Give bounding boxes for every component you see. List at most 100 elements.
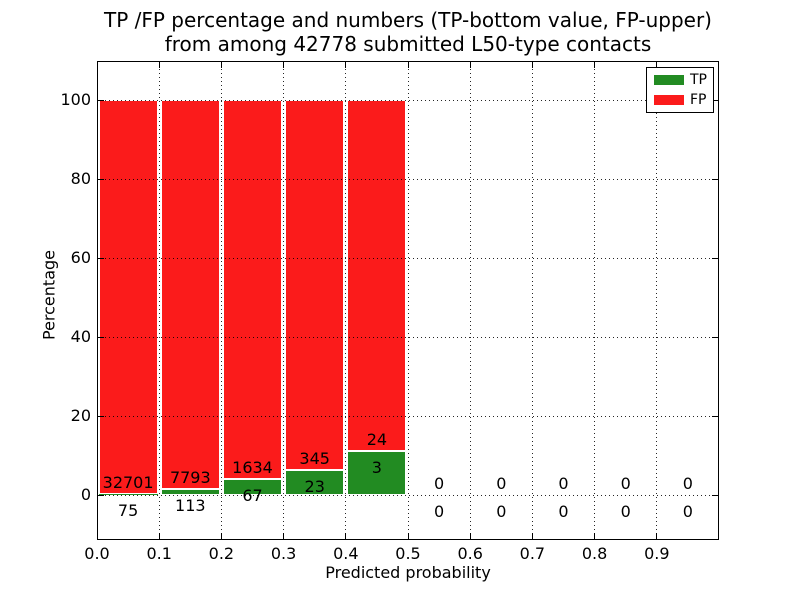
- x-tick-mark: [656, 533, 658, 540]
- bar-segment-fp: [98, 100, 158, 495]
- gridline-horizontal: [97, 99, 719, 101]
- x-tick-mark: [469, 61, 471, 68]
- y-tick-label: 60: [70, 248, 91, 267]
- x-tick-label: 0.7: [519, 544, 546, 563]
- gridline-vertical: [594, 61, 596, 540]
- y-tick-mark: [97, 178, 104, 180]
- tp-count-label: 0: [434, 502, 445, 521]
- y-tick-mark: [97, 336, 104, 338]
- x-tick-mark: [531, 533, 533, 540]
- y-tick-mark: [712, 336, 719, 338]
- legend-label-fp: FP: [690, 91, 707, 108]
- x-tick-label: 0.8: [581, 544, 608, 563]
- y-tick-label: 80: [70, 169, 91, 188]
- bar-segment-tp: [285, 470, 345, 495]
- x-tick-label: 0.5: [395, 544, 421, 563]
- y-tick-label: 0: [80, 485, 91, 504]
- x-tick-mark: [531, 61, 533, 68]
- x-tick-mark: [407, 533, 409, 540]
- x-tick-mark: [158, 61, 160, 68]
- x-tick-mark: [407, 61, 409, 68]
- x-tick-mark: [469, 533, 471, 540]
- bar-segment-tp: [347, 451, 407, 495]
- gridline-vertical: [345, 61, 347, 540]
- y-tick-mark: [97, 257, 104, 259]
- x-tick-mark: [96, 61, 98, 68]
- fp-count-label: 0: [496, 474, 507, 493]
- y-tick-label: 20: [70, 406, 91, 425]
- x-tick-mark: [656, 61, 658, 68]
- fp-count-label: 0: [682, 474, 693, 493]
- gridline-horizontal: [97, 178, 719, 180]
- legend-swatch-tp-icon: [654, 75, 684, 86]
- fp-count-label: 24: [366, 430, 388, 450]
- tp-count-label: 75: [117, 501, 139, 521]
- y-tick-mark: [97, 494, 104, 496]
- bar-segment-tp: [222, 479, 283, 495]
- x-tick-mark: [220, 61, 222, 68]
- tp-count-label: 0: [496, 502, 507, 521]
- gridline-horizontal: [97, 336, 719, 338]
- x-tick-label: 0.1: [146, 544, 172, 563]
- legend-label-tp: TP: [690, 72, 707, 89]
- gridline-vertical: [158, 61, 160, 540]
- x-tick-mark: [96, 533, 98, 540]
- bar-segment-fp: [160, 100, 220, 490]
- x-tick-label: 0.9: [644, 544, 670, 563]
- x-tick-label: 0.6: [457, 544, 483, 563]
- tp-count-label: 0: [682, 502, 693, 521]
- y-axis-label: Percentage: [39, 249, 59, 341]
- gridline-horizontal: [97, 494, 719, 496]
- x-tick-mark: [345, 61, 347, 68]
- y-tick-mark: [712, 257, 719, 259]
- y-tick-label: 40: [70, 327, 91, 346]
- legend: TP FP: [646, 67, 714, 113]
- x-tick-mark: [283, 533, 285, 540]
- fp-count-label: 0: [558, 474, 569, 493]
- x-tick-mark: [345, 533, 347, 540]
- y-tick-mark: [712, 178, 719, 180]
- y-tick-mark: [712, 99, 719, 101]
- gridline-horizontal: [97, 257, 719, 259]
- tp-count-label: 113: [175, 496, 206, 516]
- bar-segment-fp: [285, 100, 345, 471]
- y-tick-mark: [712, 415, 719, 417]
- gridline-horizontal: [97, 415, 719, 417]
- x-tick-mark: [594, 61, 596, 68]
- fp-count-label: 1634: [232, 458, 273, 478]
- x-axis-label: Predicted probability: [325, 563, 491, 582]
- tp-count-label: 3: [371, 458, 382, 478]
- chart-title: TP /FP percentage and numbers (TP-bottom…: [104, 8, 712, 56]
- gridline-vertical: [469, 61, 471, 540]
- fp-count-label: 32701: [102, 473, 154, 493]
- fp-count-label: 0: [434, 474, 445, 493]
- x-tick-mark: [283, 61, 285, 68]
- legend-swatch-fp-icon: [654, 94, 684, 105]
- fp-count-label: 345: [299, 449, 330, 469]
- gridline-vertical: [283, 61, 285, 540]
- x-tick-label: 0.4: [333, 544, 359, 563]
- gridline-vertical: [656, 61, 658, 540]
- fp-count-label: 0: [620, 474, 631, 493]
- x-tick-mark: [158, 533, 160, 540]
- tp-count-label: 0: [558, 502, 569, 521]
- legend-item-tp: TP: [654, 71, 713, 89]
- y-tick-mark: [97, 99, 104, 101]
- gridline-vertical: [531, 61, 533, 540]
- chart-title-line-2: from among 42778 submitted L50-type cont…: [164, 32, 652, 56]
- bar-segment-fp: [222, 100, 283, 480]
- legend-item-fp: FP: [654, 91, 713, 109]
- y-tick-mark: [712, 494, 719, 496]
- x-tick-mark: [594, 533, 596, 540]
- y-tick-mark: [97, 415, 104, 417]
- gridline-vertical: [220, 61, 222, 540]
- x-tick-label: 0.2: [208, 544, 235, 563]
- y-tick-label: 100: [60, 90, 91, 109]
- bar-segment-fp: [347, 100, 407, 452]
- gridline-vertical: [407, 61, 409, 540]
- x-tick-label: 0.3: [270, 544, 297, 563]
- fp-count-label: 7793: [169, 468, 211, 488]
- x-tick-label: 0.0: [84, 544, 110, 563]
- tp-count-label: 67: [242, 486, 263, 506]
